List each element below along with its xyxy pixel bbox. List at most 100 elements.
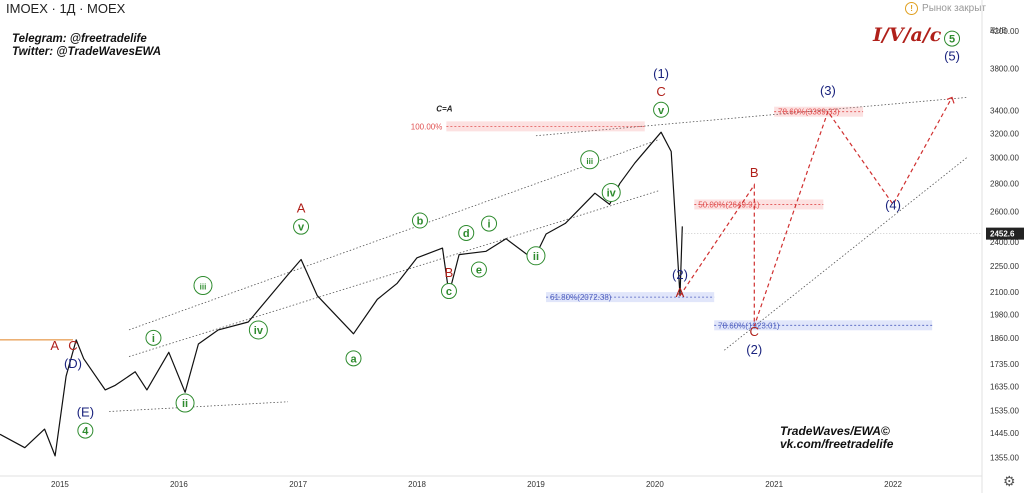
wave-label-circle	[580, 150, 600, 170]
fib-level-label: 100.00%	[411, 122, 443, 131]
wave-label: iii	[193, 276, 213, 296]
y-tick-label: 1535.00	[990, 406, 1019, 415]
wave-label-text: iv	[607, 187, 617, 199]
wave-label: iv	[248, 320, 268, 340]
y-tick-label: 3000.00	[990, 154, 1019, 163]
fib-level-label: 50.00%(2649.91)	[698, 200, 760, 209]
wave-label-circle	[193, 276, 213, 296]
y-tick-label: 1980.00	[990, 310, 1019, 319]
annotation-label: C=A	[436, 105, 452, 114]
fib-level: 78.60%(1923.01)	[714, 320, 933, 331]
wave-label: 4	[77, 422, 94, 439]
wave-label: v	[653, 101, 670, 118]
wave-label: v	[293, 218, 310, 235]
wave-label: ii	[526, 246, 546, 266]
price-series-line	[0, 131, 683, 457]
wave-label-circle	[77, 422, 94, 439]
y-tick-label: 2100.00	[990, 288, 1019, 297]
wave-label-text: C	[750, 324, 759, 339]
fib-level: 50.00%(2649.91)	[694, 199, 824, 210]
wave-label: c	[440, 283, 457, 300]
wave-label: C	[68, 338, 77, 353]
wave-label-text: (2)	[672, 267, 688, 282]
y-tick-label: 2600.00	[990, 208, 1019, 217]
y-tick-label: 3400.00	[990, 107, 1019, 116]
fib-level-label: 78.60%(3389.33)	[778, 108, 840, 117]
wave-label-text: i	[152, 333, 155, 345]
wave-label-text: d	[463, 228, 470, 240]
market-closed-icon: !	[905, 2, 919, 15]
wave-label: a	[345, 350, 362, 367]
x-tick-label: 2019	[527, 480, 545, 489]
wave-label-text: A	[50, 338, 59, 353]
wave-label-circle	[481, 215, 498, 232]
fib-level: 61.80%(2072.38)	[546, 292, 715, 303]
lower-channel-line	[109, 401, 289, 412]
wave-label-circle	[653, 101, 670, 118]
wave-label-text: B	[750, 165, 759, 180]
wave-label-text: iii	[200, 283, 207, 292]
wave-label-text: (E)	[77, 405, 94, 420]
wave-label: B	[750, 165, 759, 180]
last-price-badge	[986, 227, 1024, 240]
y-tick-label: 1735.00	[990, 360, 1019, 369]
wave-label-text: A	[676, 285, 685, 300]
x-tick-label: 2021	[765, 480, 783, 489]
wave-label: A	[297, 201, 306, 216]
wave-label-circle	[526, 246, 546, 266]
wave-label-text: iii	[586, 157, 593, 166]
y-tick-label: 2250.00	[990, 262, 1019, 271]
wave-degree-title: I/V/a/c	[873, 24, 942, 46]
brand-line-2: vk.com/freetradelife	[780, 437, 894, 451]
upper-channel-line	[128, 138, 660, 331]
wave-label: i	[481, 215, 498, 232]
wave-label: 5	[944, 30, 961, 47]
wave-label: b	[411, 212, 428, 229]
wave-label: iv	[601, 182, 621, 202]
wave-label: ii	[175, 393, 195, 413]
gear-icon[interactable]: ⚙	[1003, 473, 1016, 489]
y-tick-label: 4200.00	[990, 27, 1019, 36]
wave-label-text: b	[417, 215, 424, 227]
wave-label: (E)	[77, 405, 94, 420]
wave-label-text: 5	[949, 34, 955, 46]
y-tick-label: 1860.00	[990, 334, 1019, 343]
wave-label-circle	[944, 30, 961, 47]
wave-label: iii	[580, 150, 600, 170]
wave-label-circle	[248, 320, 268, 340]
wave-label-circle	[411, 212, 428, 229]
fib-level-label: 78.60%(1923.01)	[718, 321, 780, 330]
wave-label-text: (4)	[885, 197, 901, 212]
wave-label: (2)	[672, 267, 688, 282]
wave-label-text: (D)	[64, 356, 82, 371]
y-tick-label: 2400.00	[990, 238, 1019, 247]
wave-label-circle	[601, 182, 621, 202]
wave-label-text: i	[488, 219, 491, 231]
wave-label: (5)	[944, 49, 960, 64]
brand-line-1: TradeWaves/EWA©	[780, 424, 890, 438]
wave-label-circle	[440, 283, 457, 300]
wave-label: C	[750, 324, 759, 339]
y-tick-label: 3800.00	[990, 65, 1019, 74]
chart-symbol-header[interactable]: IMOEX · 1Д · MOEX	[6, 1, 126, 16]
x-tick-label: 2016	[170, 480, 188, 489]
wave-label-text: (1)	[653, 66, 669, 81]
wave-label: i	[145, 329, 162, 346]
x-tick-label: 2020	[646, 480, 664, 489]
wave-2-4-trend-line	[724, 157, 967, 351]
wave-label-circle	[175, 393, 195, 413]
wave-label: e	[470, 261, 487, 278]
wave-label-circle	[345, 350, 362, 367]
wave-label-text: C	[656, 84, 665, 99]
wave-label-text: ii	[533, 251, 539, 263]
y-tick-label: 3200.00	[990, 129, 1019, 138]
y-tick-label: 1635.00	[990, 382, 1019, 391]
market-status-label: Рынок закрыт	[922, 3, 986, 14]
wave-label: A	[50, 338, 59, 353]
market-status[interactable]: ! Рынок закрыт	[905, 2, 986, 15]
mid-channel-line	[128, 190, 660, 357]
wave-label-circle	[293, 218, 310, 235]
wave-label: (1)	[653, 66, 669, 81]
wave-label-text: (5)	[944, 49, 960, 64]
